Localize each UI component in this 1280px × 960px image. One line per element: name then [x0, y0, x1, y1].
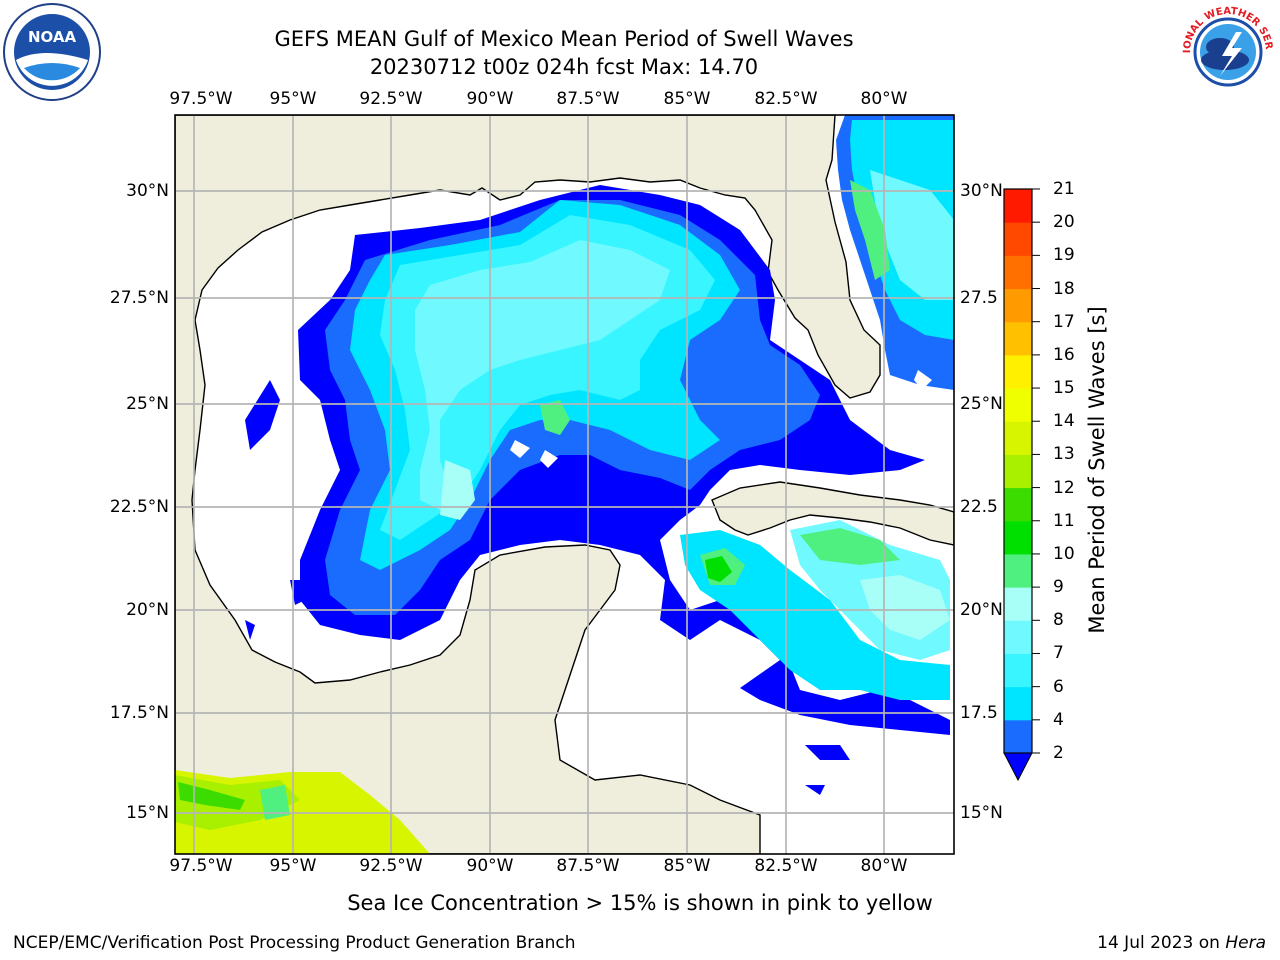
- lat-tick-right-1: 27.5: [960, 288, 998, 308]
- noaa-logo: NOAA: [3, 3, 101, 101]
- colorbar-segment: [1004, 454, 1032, 489]
- colorbar-under-triangle: [1003, 752, 1033, 782]
- lat-tick-left-4: 20°N: [126, 600, 169, 620]
- colorbar-tick-label: 13: [1053, 444, 1075, 465]
- colorbar-segment: [1004, 354, 1032, 389]
- colorbar-tick-label: 18: [1053, 278, 1075, 299]
- colorbar-tick-label: 2: [1053, 743, 1064, 763]
- colorbar-segment: [1004, 719, 1032, 754]
- map-subtitle: 20230712 t00z 024h fcst Max: 14.70: [369, 55, 759, 79]
- colorbar-segment: [1004, 255, 1032, 290]
- lon-tick-top-2: 92.5°W: [359, 89, 423, 109]
- lon-tick-top-6: 82.5°W: [754, 89, 818, 109]
- colorbar-tick-label: 15: [1053, 378, 1075, 399]
- footer-date-text: 14 Jul 2023 on: [1097, 933, 1226, 953]
- footer-date: 14 Jul 2023 on Hera: [1097, 933, 1266, 953]
- colorbar-tick-label: 14: [1053, 411, 1075, 432]
- colorbar-segment: [1004, 686, 1032, 721]
- footer-credit: NCEP/EMC/Verification Post Processing Pr…: [13, 933, 576, 953]
- colorbar-segment: [1004, 553, 1032, 588]
- lon-tick-bottom-4: 87.5°W: [556, 856, 620, 876]
- noaa-logo-text: NOAA: [28, 28, 77, 46]
- colorbar-frame: [1003, 188, 1033, 754]
- colorbar-tick-label: 21: [1053, 179, 1075, 199]
- lat-tick-left-6: 15°N: [126, 803, 169, 823]
- lat-tick-left-0: 30°N: [126, 181, 169, 201]
- lon-tick-top-1: 95°W: [269, 89, 317, 109]
- lat-tick-right-2: 25°N: [960, 394, 1003, 414]
- lat-tick-left-2: 25°N: [126, 394, 169, 414]
- lat-tick-left-5: 17.5°N: [109, 703, 169, 723]
- colorbar-tick-label: 6: [1053, 676, 1064, 697]
- map-title: GEFS MEAN Gulf of Mexico Mean Period of …: [274, 27, 854, 51]
- colorbar-segment: [1004, 620, 1032, 654]
- colorbar-segment: [1004, 587, 1032, 621]
- lon-tick-bottom-0: 97.5°W: [169, 856, 233, 876]
- lon-tick-bottom-5: 85°W: [663, 856, 711, 876]
- lon-tick-bottom-7: 80°W: [860, 856, 908, 876]
- nws-logo: NATIONAL WEATHER SERVICE: [1178, 2, 1275, 99]
- lon-tick-top-0: 97.5°W: [169, 89, 233, 109]
- colorbar-segment: [1004, 189, 1032, 223]
- lon-tick-top-5: 85°W: [663, 89, 711, 109]
- lat-tick-right-5: 17.5: [960, 703, 998, 723]
- lon-tick-top-4: 87.5°W: [556, 89, 620, 109]
- colorbar-segment: [1004, 288, 1032, 323]
- colorbar-tick-label: 20: [1053, 212, 1075, 233]
- colorbar-segment: [1004, 421, 1032, 455]
- sea-ice-note: Sea Ice Concentration > 15% is shown in …: [347, 891, 933, 915]
- colorbar-tick-label: 9: [1053, 577, 1064, 598]
- lat-tick-left-1: 27.5°N: [109, 288, 169, 308]
- lon-tick-top-7: 80°W: [860, 89, 908, 109]
- lat-tick-right-3: 22.5: [960, 497, 998, 517]
- lat-tick-left-3: 22.5°N: [109, 497, 169, 517]
- colorbar-tick-label: 7: [1053, 643, 1064, 664]
- colorbar-segment: [1004, 321, 1032, 356]
- colorbar-tick-label: 12: [1053, 477, 1075, 498]
- colorbar-tick-label: 4: [1053, 709, 1064, 730]
- swell-period-field: [245, 115, 954, 795]
- colorbar-label: Mean Period of Swell Waves [s]: [1085, 306, 1109, 634]
- lon-tick-bottom-3: 90°W: [466, 856, 514, 876]
- lat-tick-right-4: 20°N: [960, 600, 1003, 620]
- lat-tick-right-0: 30°N: [960, 181, 1003, 201]
- colorbar-tick-label: 19: [1053, 245, 1075, 266]
- colorbar-tick-label: 17: [1053, 311, 1075, 332]
- colorbar-tick-label: 8: [1053, 610, 1064, 631]
- lon-tick-bottom-2: 92.5°W: [359, 856, 423, 876]
- lat-tick-right-6: 15°N: [960, 803, 1003, 823]
- lon-tick-bottom-1: 95°W: [269, 856, 317, 876]
- colorbar-segment: [1004, 222, 1032, 256]
- colorbar-segment: [1004, 520, 1032, 555]
- footer-machine: Hera: [1225, 933, 1266, 953]
- colorbar-segment: [1004, 388, 1032, 422]
- land-cuba: [711, 481, 954, 546]
- lon-tick-bottom-6: 82.5°W: [754, 856, 818, 876]
- colorbar-tick-label: 11: [1053, 510, 1075, 531]
- graticule: [175, 115, 954, 854]
- colorbar-segment: [1004, 487, 1032, 522]
- colorbar-tick-label: 10: [1053, 543, 1075, 564]
- colorbar-tick-label: 16: [1053, 344, 1075, 365]
- map-frame: [174, 114, 955, 855]
- colorbar-segment: [1004, 653, 1032, 688]
- lon-tick-top-3: 90°W: [466, 89, 514, 109]
